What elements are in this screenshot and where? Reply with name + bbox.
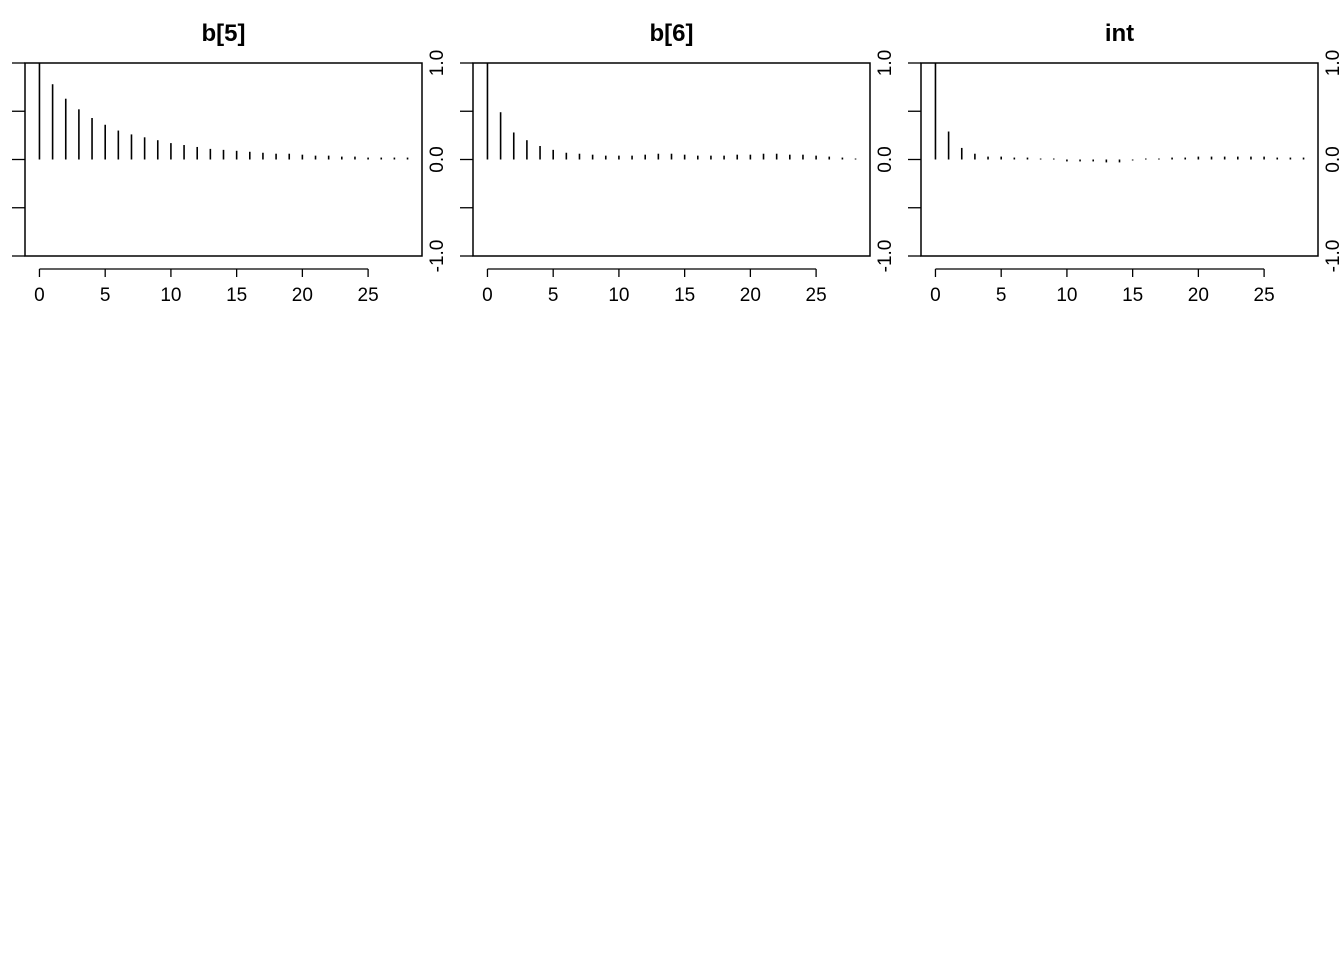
y-tick-label: 1.0 (1323, 50, 1344, 76)
y-tick-label: 1.0 (875, 50, 896, 76)
y-tick-label: 1.0 (427, 50, 448, 76)
acf-panel-1: b[5] 0 5 10 15 20 25 -1.0 0.0 1.0 (12, 20, 448, 306)
x-tick-label: 0 (34, 285, 45, 306)
x-tick-label: 25 (806, 285, 827, 306)
x-tick-label: 10 (608, 285, 629, 306)
x-tick-label: 5 (548, 285, 559, 306)
y-tick-label: 0.0 (427, 146, 448, 172)
y-tick-label: -1.0 (427, 240, 448, 273)
x-tick-label: 25 (358, 285, 379, 306)
x-tick-label: 5 (100, 285, 111, 306)
x-tick-label: 20 (740, 285, 761, 306)
acf-panel-3: int 0 5 10 15 20 25 -1.0 0.0 1.0 (908, 20, 1344, 306)
panel-title: int (1105, 20, 1134, 47)
panel-title: b[6] (650, 20, 694, 47)
x-tick-label: 10 (1056, 285, 1077, 306)
x-tick-label: 0 (930, 285, 941, 306)
y-tick-label: 0.0 (1323, 146, 1344, 172)
x-tick-label: 15 (674, 285, 695, 306)
y-tick-label: 0.0 (875, 146, 896, 172)
y-tick-label: -1.0 (875, 240, 896, 273)
x-tick-label: 0 (482, 285, 493, 306)
x-tick-label: 10 (160, 285, 181, 306)
x-tick-label: 5 (996, 285, 1007, 306)
x-tick-label: 25 (1254, 285, 1275, 306)
acf-panel-2: b[6] 0 5 10 15 20 25 -1.0 0.0 1.0 (460, 20, 896, 306)
x-tick-label: 15 (1122, 285, 1143, 306)
x-tick-label: 20 (292, 285, 313, 306)
x-tick-label: 15 (226, 285, 247, 306)
panel-title: b[5] (202, 20, 246, 47)
x-tick-label: 20 (1188, 285, 1209, 306)
y-tick-label: -1.0 (1323, 240, 1344, 273)
